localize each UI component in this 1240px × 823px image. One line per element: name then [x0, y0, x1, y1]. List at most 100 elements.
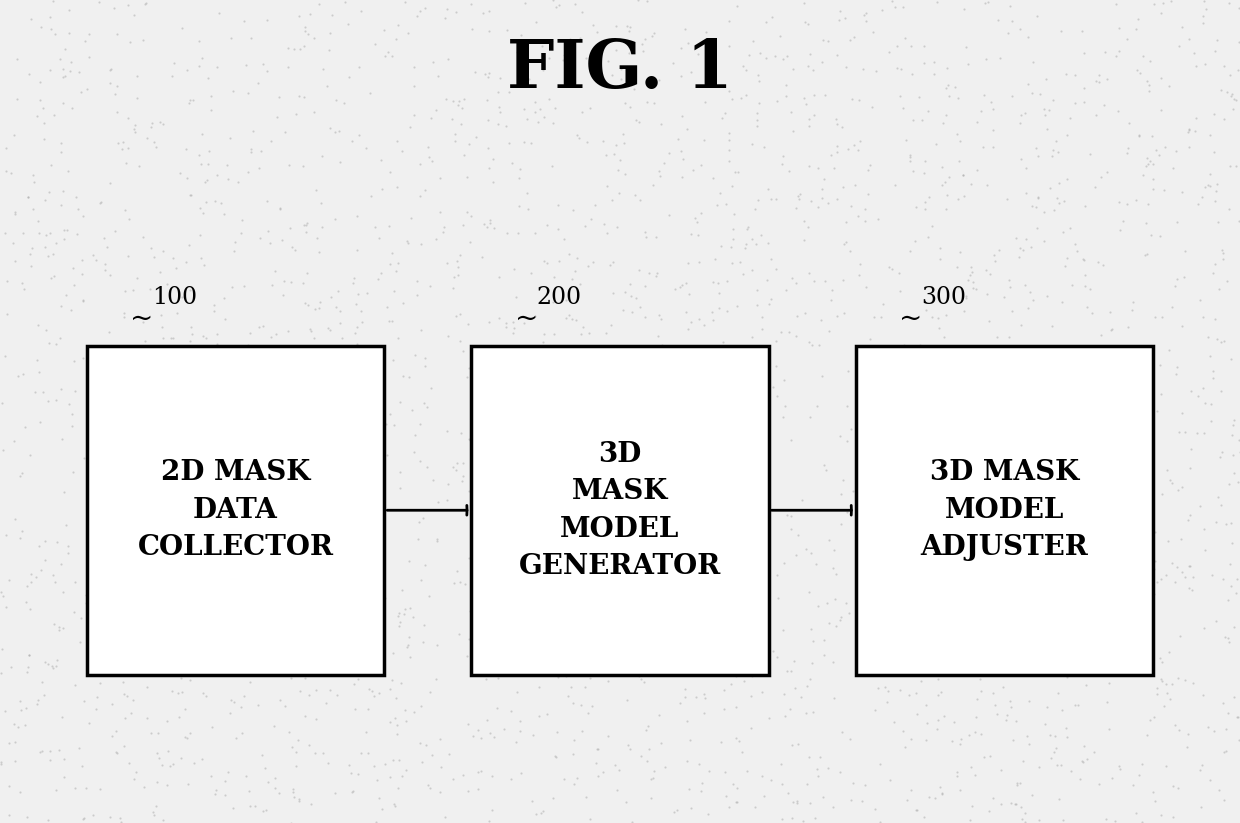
Point — [459, 137, 479, 151]
Point — [263, 477, 283, 491]
Point — [1156, 141, 1176, 154]
Point — [300, 797, 320, 811]
Text: ~: ~ — [130, 306, 154, 333]
Point — [777, 49, 797, 63]
Point — [396, 0, 415, 9]
Point — [570, 426, 590, 439]
Point — [498, 85, 518, 98]
Point — [920, 359, 940, 372]
Point — [1039, 663, 1059, 677]
Point — [348, 61, 368, 74]
Point — [804, 705, 823, 718]
Point — [107, 27, 126, 40]
Point — [697, 533, 717, 546]
Point — [341, 766, 361, 779]
Point — [632, 463, 652, 476]
Point — [450, 308, 470, 321]
Point — [990, 361, 1009, 374]
Point — [236, 618, 255, 631]
Point — [966, 381, 986, 394]
Point — [1050, 25, 1070, 38]
Point — [677, 453, 697, 466]
Point — [237, 392, 257, 405]
Point — [394, 607, 414, 621]
Point — [450, 575, 470, 588]
Point — [1145, 526, 1164, 539]
Point — [966, 506, 986, 519]
Point — [552, 416, 572, 429]
Point — [1011, 22, 1030, 35]
Point — [812, 182, 832, 195]
Point — [908, 708, 928, 721]
Point — [201, 537, 221, 550]
Point — [374, 24, 394, 37]
Point — [813, 649, 833, 662]
Point — [882, 263, 901, 276]
Point — [614, 137, 634, 150]
Point — [807, 770, 827, 783]
Point — [1014, 816, 1034, 823]
Point — [387, 135, 407, 148]
Point — [1213, 696, 1233, 709]
Point — [419, 279, 439, 292]
Point — [1220, 68, 1240, 81]
Point — [53, 233, 73, 246]
Point — [944, 715, 963, 728]
Point — [619, 25, 639, 38]
Point — [310, 295, 330, 309]
Point — [164, 639, 184, 652]
Point — [422, 382, 441, 395]
Point — [878, 685, 898, 698]
Point — [646, 476, 666, 489]
Point — [208, 374, 228, 388]
Point — [1065, 361, 1085, 374]
Point — [981, 638, 1001, 651]
Point — [285, 107, 305, 120]
Point — [739, 49, 759, 62]
Point — [730, 360, 750, 374]
Point — [635, 33, 655, 46]
Point — [348, 128, 368, 142]
Point — [288, 400, 308, 413]
Point — [719, 127, 739, 140]
Point — [223, 802, 243, 815]
Point — [491, 527, 511, 540]
Point — [688, 229, 708, 242]
Point — [682, 801, 702, 814]
Point — [846, 593, 866, 607]
Point — [477, 114, 497, 127]
Point — [305, 303, 325, 316]
Point — [816, 274, 836, 287]
Point — [1216, 517, 1236, 530]
Point — [870, 757, 890, 770]
Point — [273, 533, 293, 546]
Point — [219, 592, 239, 605]
Point — [946, 470, 966, 483]
Point — [502, 658, 522, 672]
Point — [987, 481, 1007, 495]
Point — [29, 214, 48, 227]
Point — [200, 145, 219, 158]
Point — [742, 722, 761, 735]
Point — [786, 548, 806, 561]
Point — [160, 759, 180, 772]
Point — [813, 634, 833, 647]
Point — [170, 166, 190, 179]
Point — [107, 746, 126, 759]
Point — [1043, 555, 1063, 568]
Point — [967, 115, 987, 128]
Point — [387, 718, 407, 732]
Point — [1163, 161, 1183, 174]
Point — [253, 565, 273, 578]
Point — [115, 712, 135, 725]
Point — [232, 700, 252, 714]
Point — [234, 454, 254, 467]
Point — [497, 458, 517, 471]
Point — [717, 275, 737, 288]
Point — [1226, 160, 1240, 173]
Point — [873, 3, 893, 16]
Point — [1200, 179, 1220, 193]
Point — [356, 142, 376, 155]
Point — [977, 179, 997, 192]
Point — [273, 537, 293, 550]
